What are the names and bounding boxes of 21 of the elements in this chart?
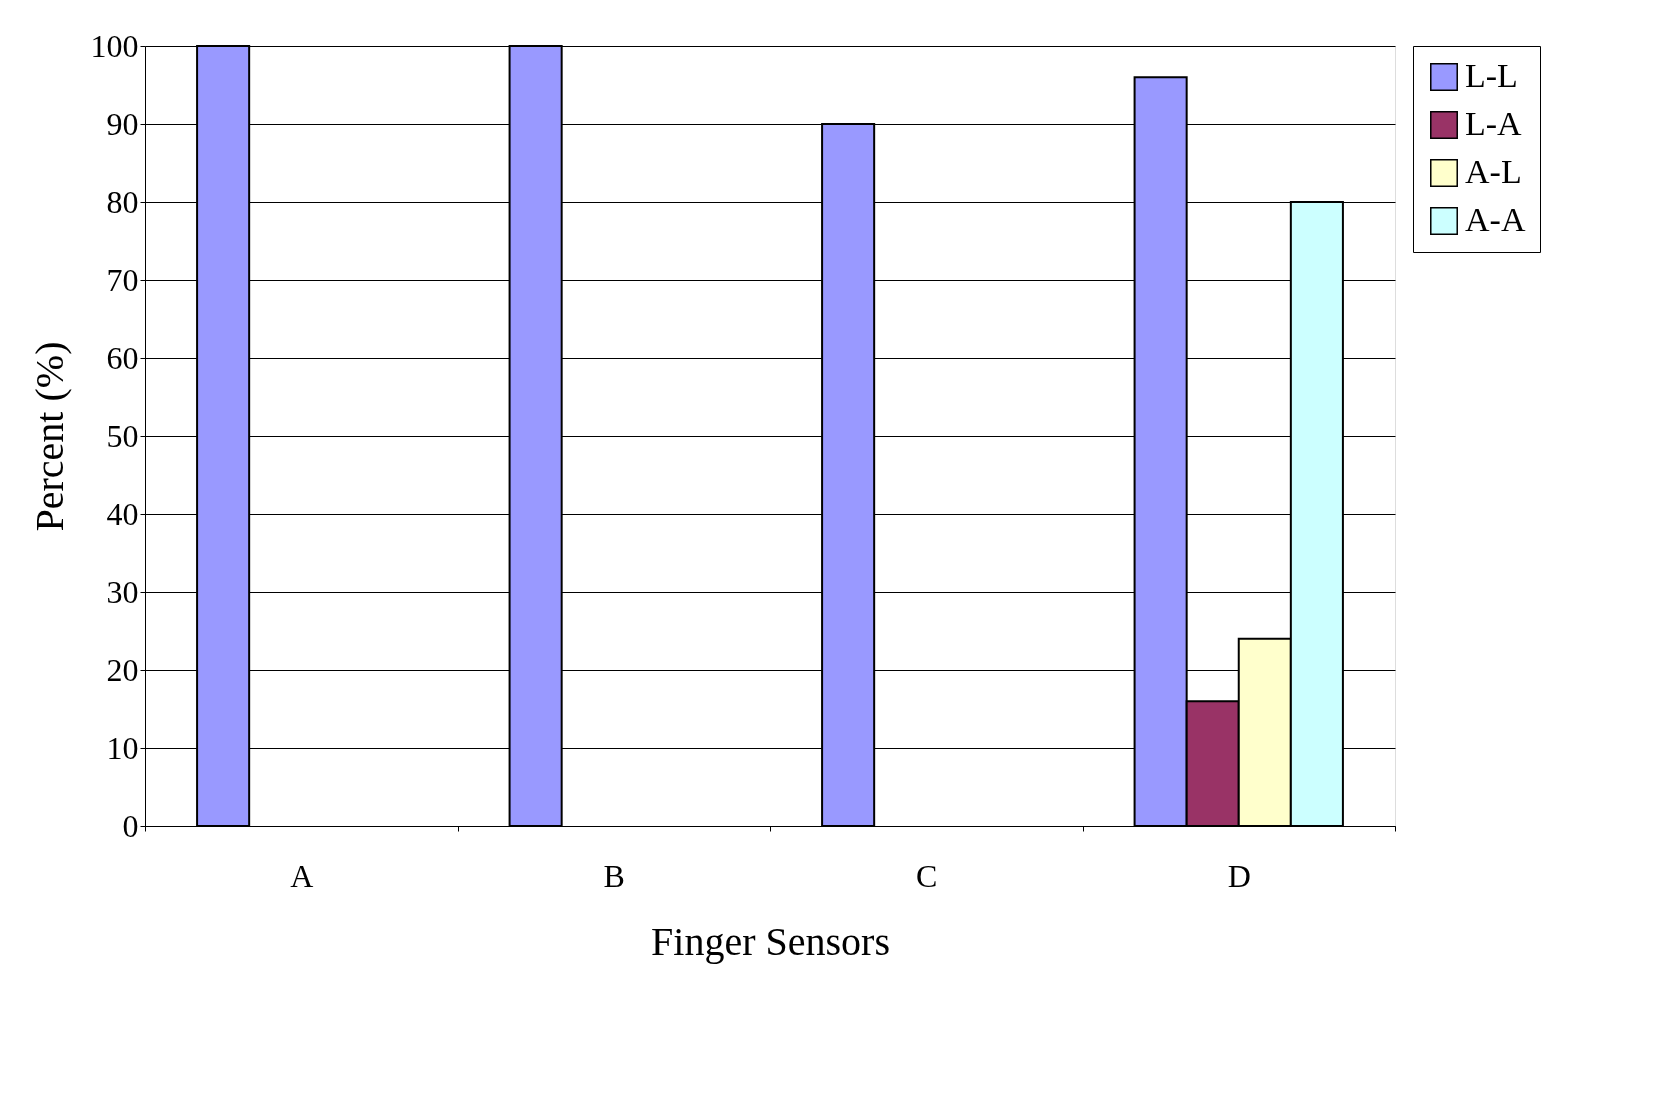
- y-axis-title: Percent (%): [26, 341, 72, 532]
- legend-label: L-A: [1465, 105, 1523, 142]
- legend-label: A-L: [1465, 153, 1522, 190]
- y-tick-label: 80: [106, 183, 139, 220]
- x-tick-label: A: [290, 857, 314, 894]
- y-tick-label: 20: [106, 651, 139, 688]
- x-tick-label: D: [1227, 857, 1251, 894]
- legend-label: A-A: [1465, 201, 1526, 238]
- y-tick-label: 0: [122, 807, 139, 844]
- y-tick-label: 60: [106, 339, 139, 376]
- x-tick-label: C: [916, 857, 938, 894]
- y-tick-label: 10: [106, 729, 139, 766]
- y-tick-label: 100: [90, 27, 139, 64]
- y-tick-label: 50: [106, 417, 139, 454]
- y-tick-label: 40: [106, 495, 139, 532]
- x-axis-title: Finger Sensors: [651, 918, 890, 964]
- x-tick-label: B: [603, 857, 625, 894]
- y-tick-label: 70: [106, 261, 139, 298]
- y-tick-label: 30: [106, 573, 139, 610]
- legend-label: L-L: [1465, 57, 1518, 94]
- y-tick-label: 90: [106, 105, 139, 142]
